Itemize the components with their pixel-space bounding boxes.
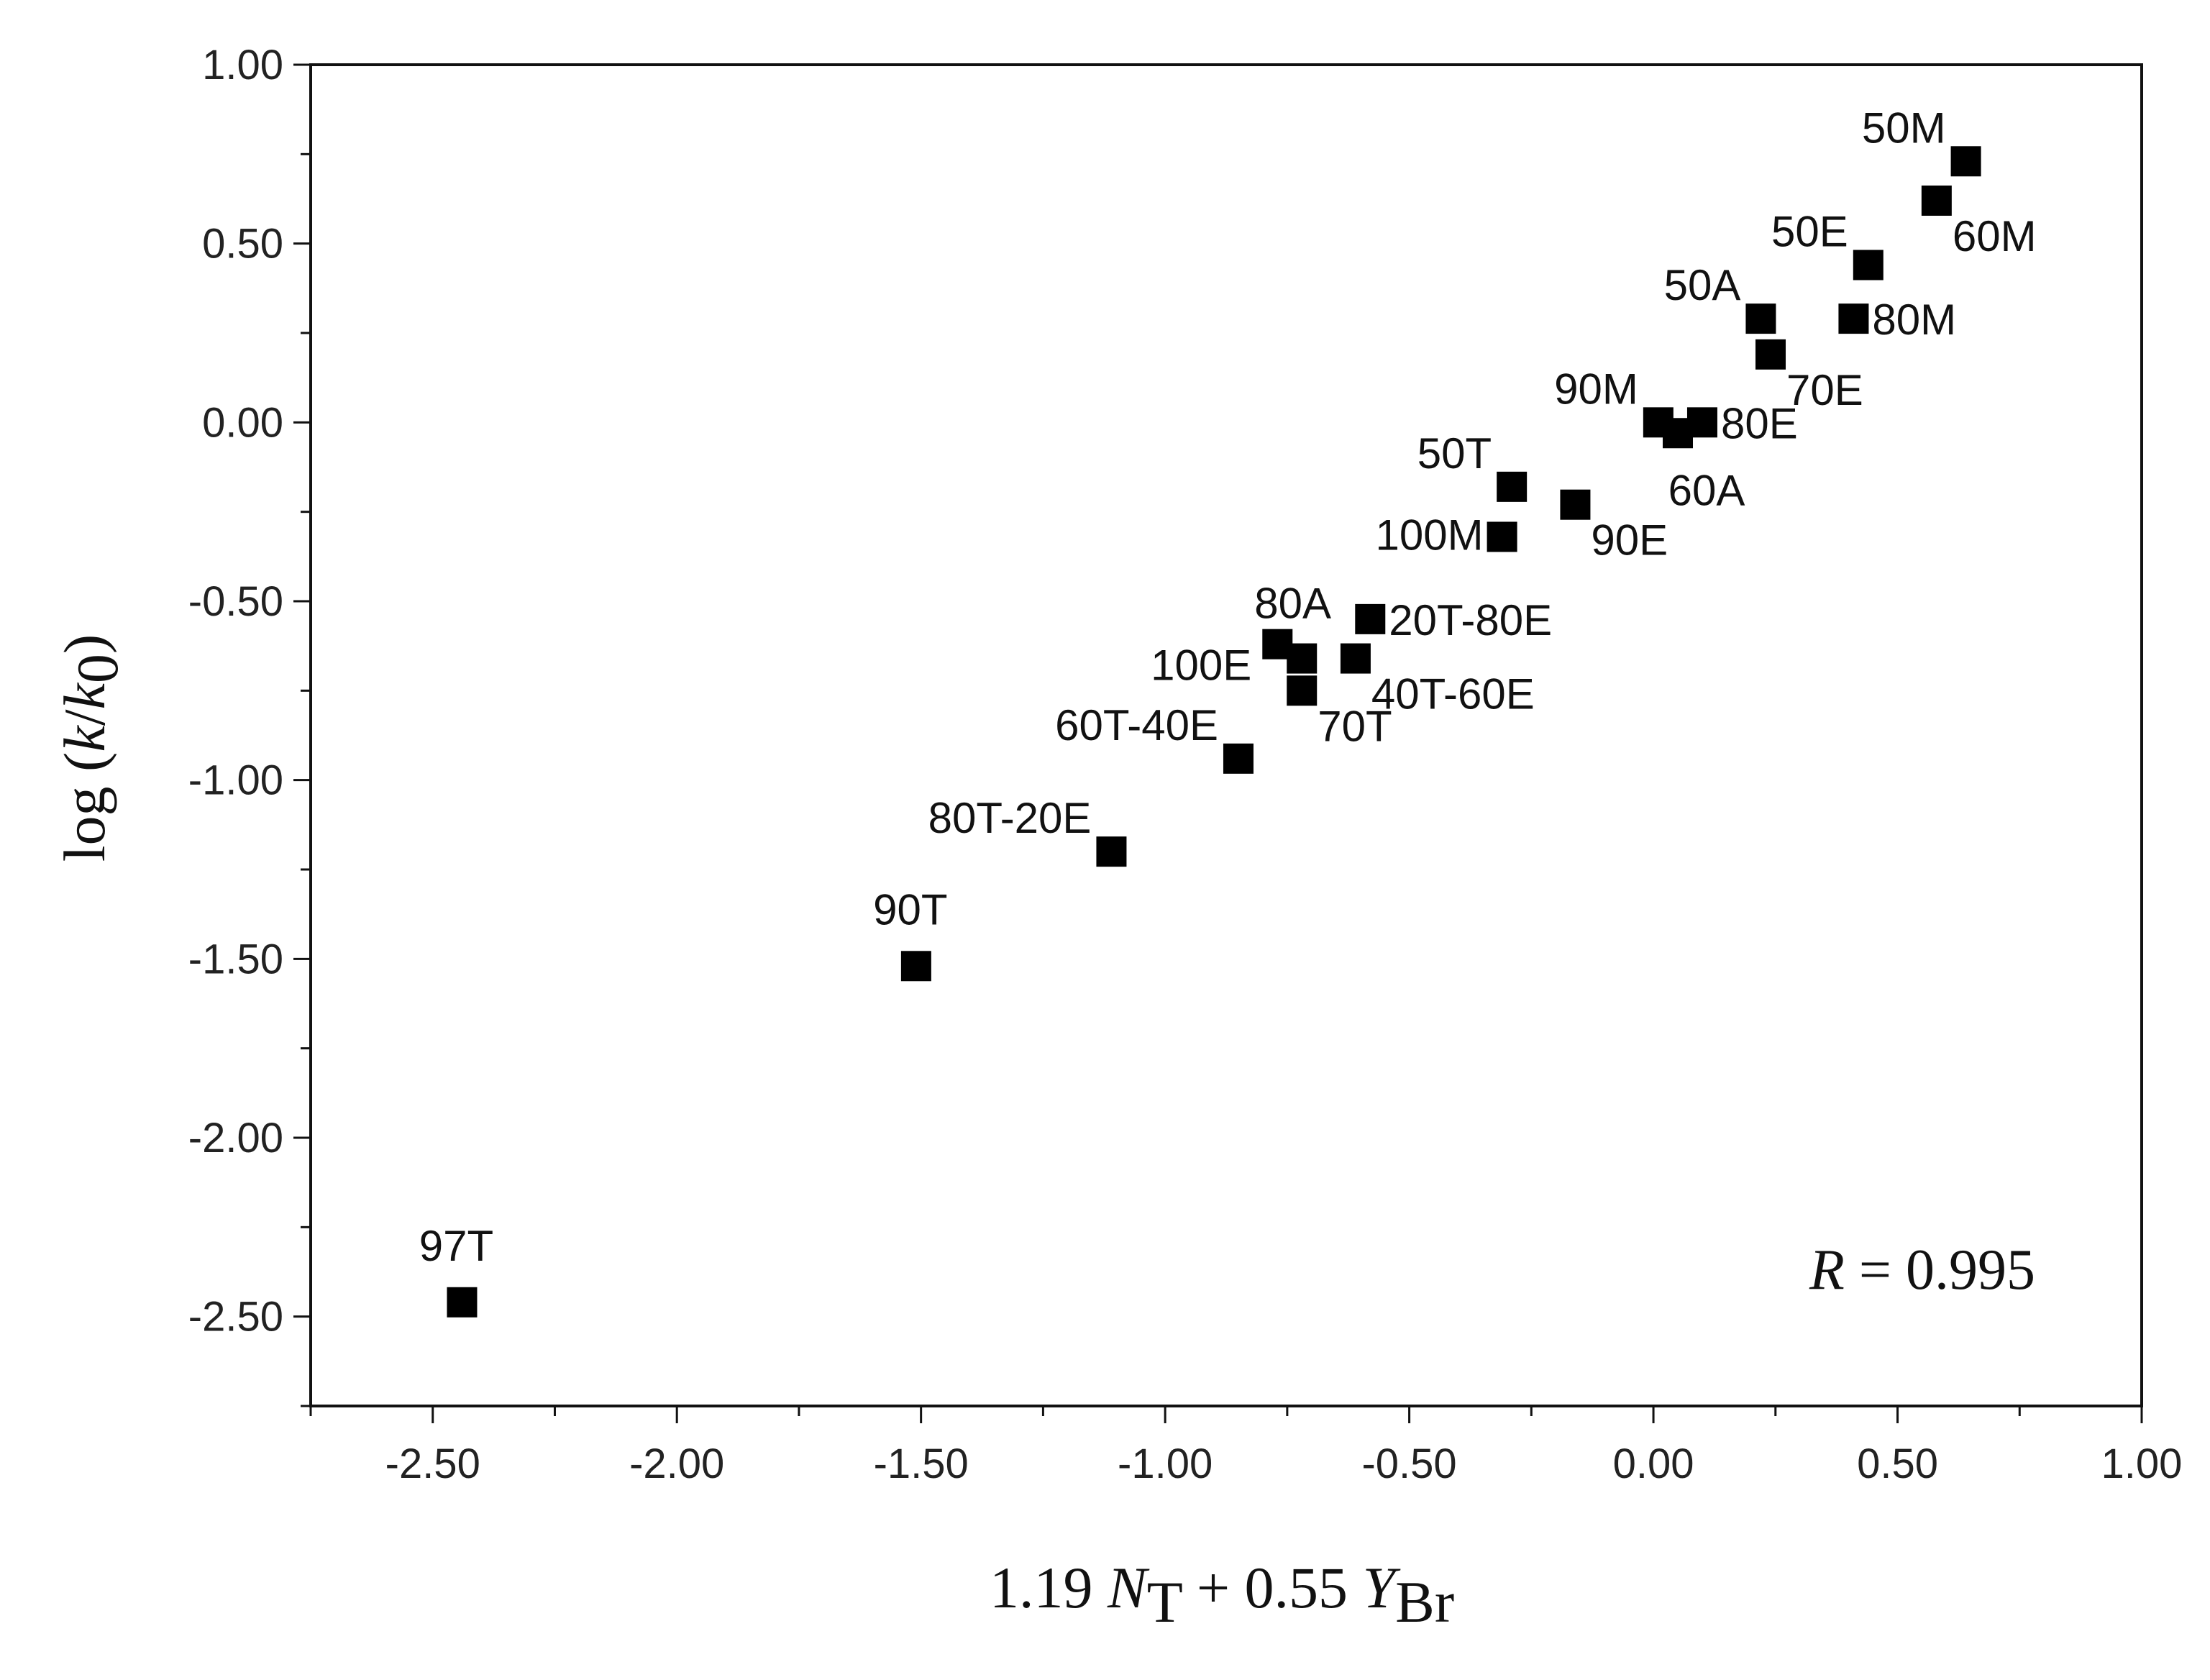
x-tick-label: -0.50	[1361, 1441, 1456, 1487]
point-label: 50T	[1417, 429, 1492, 478]
point-label: 90T	[873, 885, 947, 933]
y-tick-label: -2.00	[188, 1115, 283, 1161]
data-point	[1745, 303, 1776, 334]
data-point	[1497, 471, 1528, 502]
data-point	[900, 951, 931, 982]
data-point	[1487, 521, 1517, 552]
point-label: 60M	[1953, 212, 2037, 260]
x-axis-sub2: Br	[1395, 1569, 1454, 1635]
r-value-text: = 0.995	[1845, 1238, 2035, 1302]
data-point	[1223, 743, 1254, 774]
x-axis-title: 1.19 NT + 0.55 YBr	[990, 1555, 1454, 1635]
x-axis-mid: + 0.55	[1197, 1555, 1348, 1620]
point-label: 80E	[1721, 399, 1798, 447]
point-label: 97T	[419, 1222, 493, 1270]
data-point	[1560, 489, 1591, 520]
point-label: 90E	[1591, 516, 1668, 565]
data-point	[1853, 250, 1883, 280]
axes-layer: -2.50 -2.00 -1.50 -1.00 -0.50 0.00 0.50 1.00 1.0…	[188, 42, 2183, 1487]
point-label: 70E	[1786, 366, 1863, 414]
points-layer	[447, 146, 1981, 1318]
labels-layer: 50M 60M 50E 80M 50A 70E 90M 80E 60A 50T 90E 100M 80A…	[419, 104, 2037, 1269]
y-tick-label: 1.00	[202, 42, 283, 88]
y-axis-den-sub: 0	[65, 654, 130, 683]
data-point	[1340, 643, 1371, 674]
y-axis-num: k	[52, 725, 117, 752]
point-label: 90M	[1554, 365, 1638, 413]
y-tick-label: 0.00	[202, 399, 283, 446]
y-tick-label: -1.50	[188, 936, 283, 982]
x-tick-label: -2.50	[385, 1441, 480, 1487]
data-point	[1096, 836, 1127, 867]
point-label: 80M	[1872, 296, 1956, 344]
point-label: 70T	[1318, 702, 1392, 750]
x-axis-var2: Y	[1363, 1555, 1401, 1620]
x-tick-label: -2.00	[629, 1441, 724, 1487]
y-axis-slash: /	[52, 709, 117, 726]
data-point	[1287, 675, 1318, 706]
plot-frame	[309, 63, 2143, 1407]
y-axis-prefix: log (	[52, 752, 117, 862]
point-label: 60A	[1668, 466, 1745, 514]
y-tick-label: -0.50	[188, 578, 283, 625]
point-label: 40T-60E	[1371, 670, 1535, 718]
data-point	[1755, 339, 1786, 370]
r-value-annotation: R = 0.995	[1809, 1238, 2035, 1302]
r-variable: R	[1809, 1238, 1845, 1302]
y-tick-label: -2.50	[188, 1294, 283, 1341]
point-label: 60T-40E	[1055, 701, 1218, 749]
x-tick-label: -1.00	[1118, 1441, 1213, 1487]
point-label: 100E	[1151, 642, 1251, 690]
x-axis-var1: N	[1107, 1555, 1150, 1620]
x-tick-label: 0.50	[1857, 1441, 1938, 1487]
data-point	[1355, 603, 1386, 634]
data-point	[1663, 418, 1694, 449]
point-label: 20T-80E	[1389, 596, 1552, 644]
x-axis-sub1: T	[1147, 1569, 1182, 1635]
point-label: 100M	[1376, 511, 1484, 559]
x-tick-label: 0.00	[1613, 1441, 1694, 1487]
data-point	[1838, 303, 1869, 334]
point-label: 50M	[1862, 104, 1946, 152]
x-axis-prefix: 1.19	[990, 1555, 1093, 1620]
x-tick-label: 1.00	[2101, 1441, 2183, 1487]
data-point	[447, 1287, 478, 1318]
point-label: 50E	[1771, 208, 1848, 256]
data-point	[1921, 185, 1952, 216]
y-axis-suffix: )	[52, 634, 117, 654]
y-axis-title: log (k/k0)	[52, 634, 130, 862]
y-tick-label: -1.00	[188, 757, 283, 804]
point-label: 80A	[1254, 580, 1331, 628]
y-axis-den: k	[52, 682, 117, 709]
point-label: 50A	[1664, 261, 1741, 309]
data-point	[1950, 146, 1981, 177]
y-tick-label: 0.50	[202, 221, 283, 268]
point-label: 80T-20E	[928, 794, 1092, 842]
x-tick-label: -1.50	[874, 1441, 969, 1487]
data-point	[1287, 643, 1318, 674]
